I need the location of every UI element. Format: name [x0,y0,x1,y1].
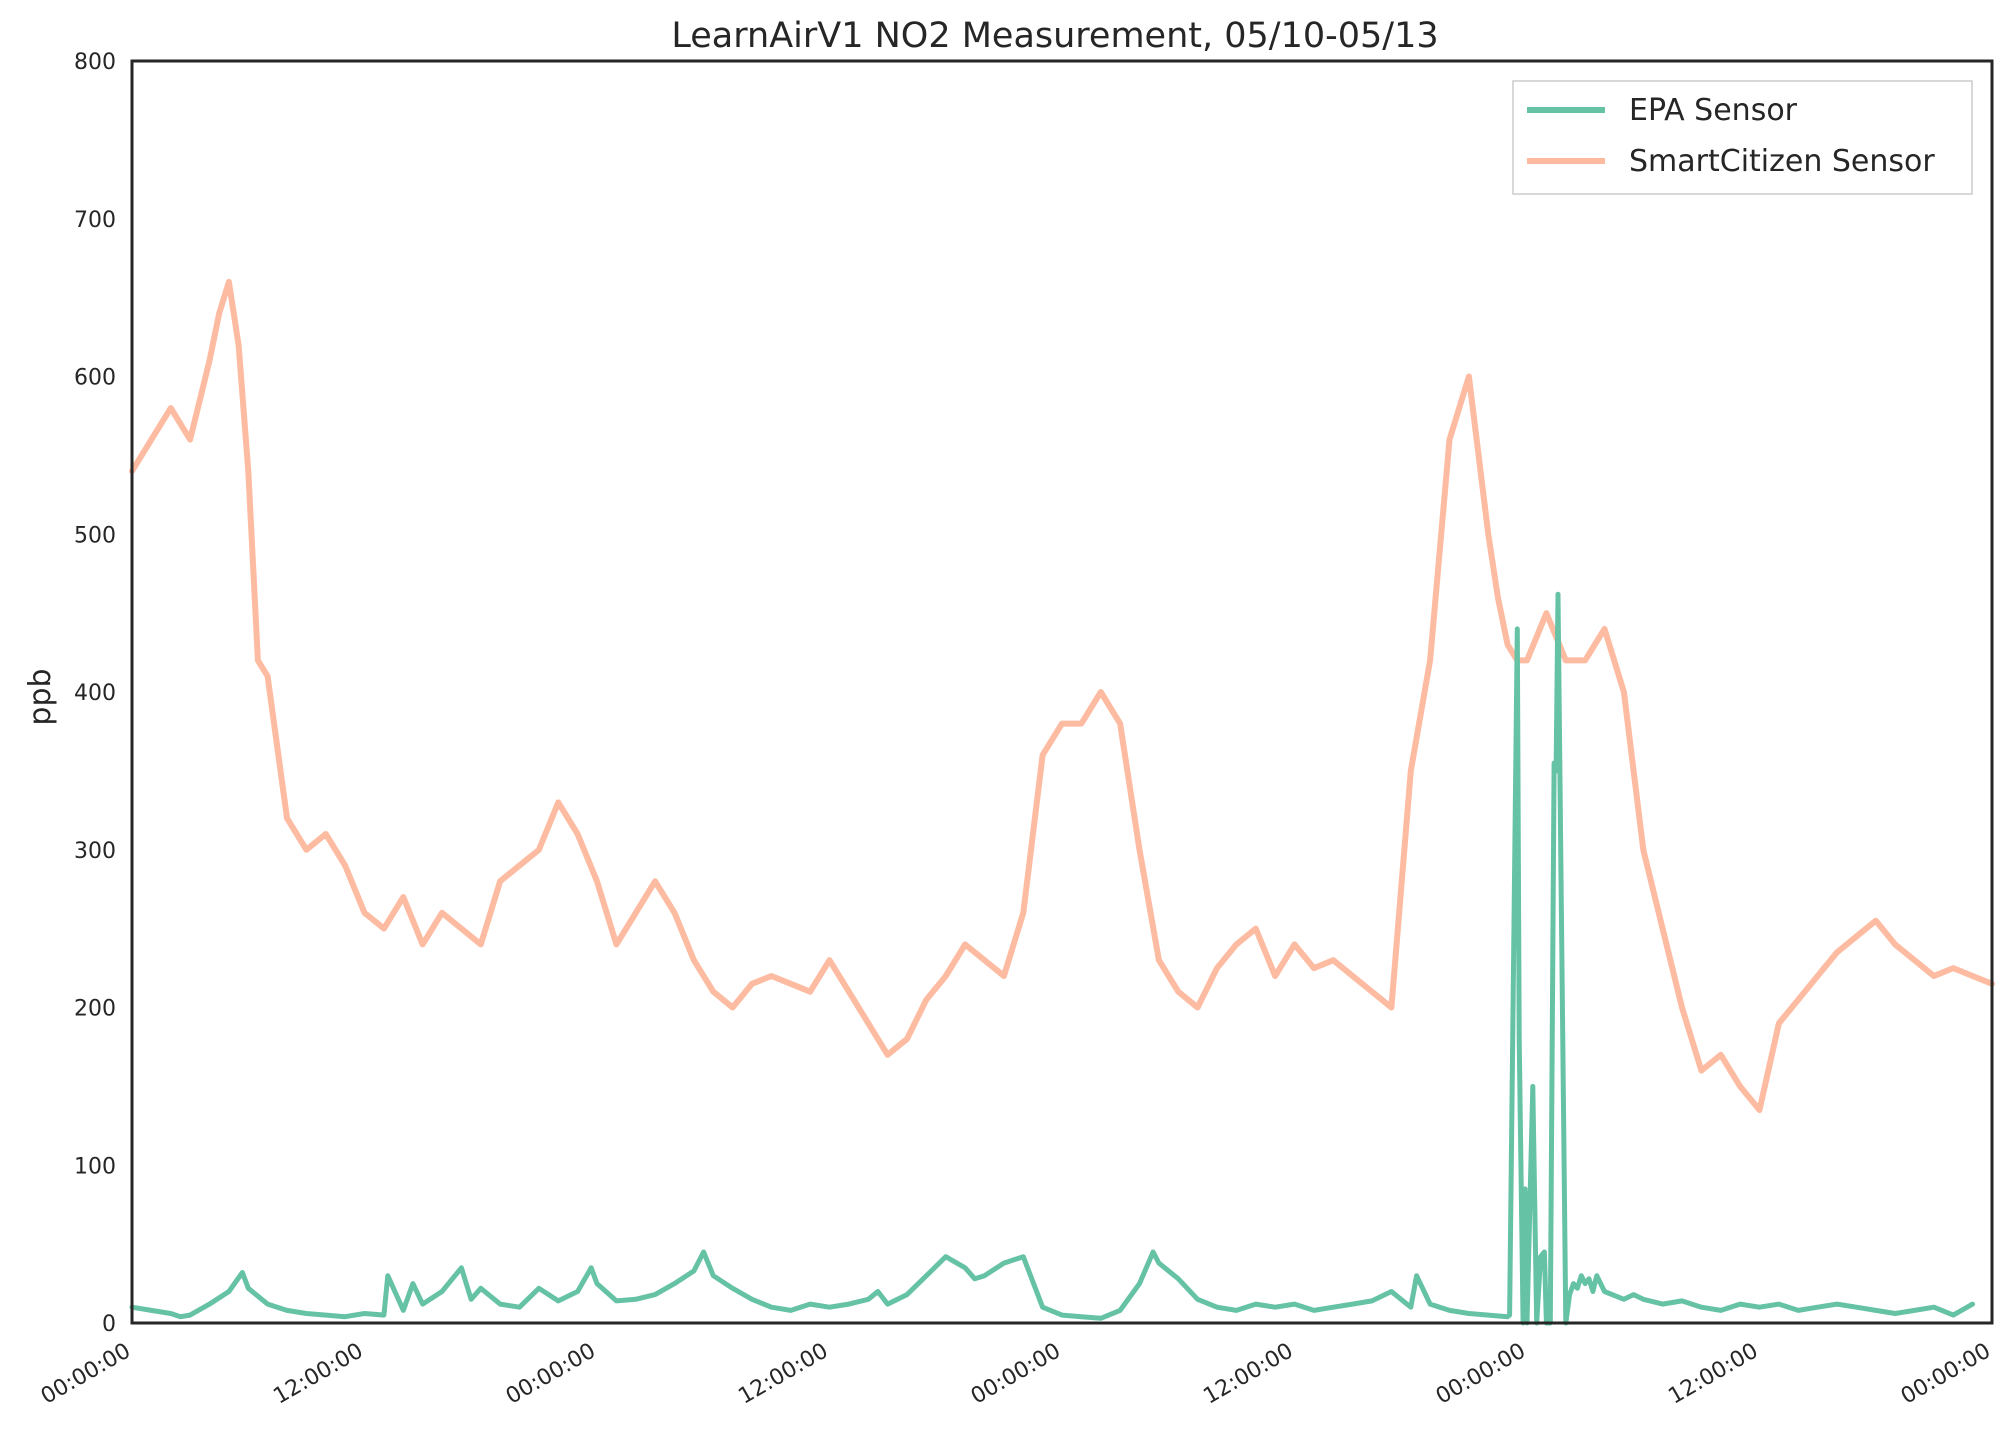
y-tick-label: 200 [74,997,116,1022]
y-tick-label: 400 [74,681,116,706]
y-tick-label: 100 [74,1154,116,1179]
series-line-epa-sensor [129,591,1976,1326]
y-axis-label: ppb [23,668,58,725]
y-tick-label: 300 [74,839,116,864]
y-tick-label: 800 [74,50,116,75]
y-tick-label: 500 [74,523,116,548]
y-tick-label: 600 [74,366,116,391]
y-tick-label: 0 [102,1312,116,1337]
legend-box [1512,80,1973,195]
series-group [129,278,1995,1326]
legend-label-smartcitizen-sensor: SmartCitizen Sensor [1629,144,1935,179]
legend: EPA Sensor SmartCitizen Sensor [1512,80,1973,195]
plot-frame [130,59,1994,1325]
chart-title: LearnAirV1 NO2 Measurement, 05/10-05/13 [671,16,1438,56]
series-line-smartcitizen-sensor [129,278,1995,1113]
legend-label-epa-sensor: EPA Sensor [1629,93,1798,128]
y-tick-label: 700 [74,208,116,233]
